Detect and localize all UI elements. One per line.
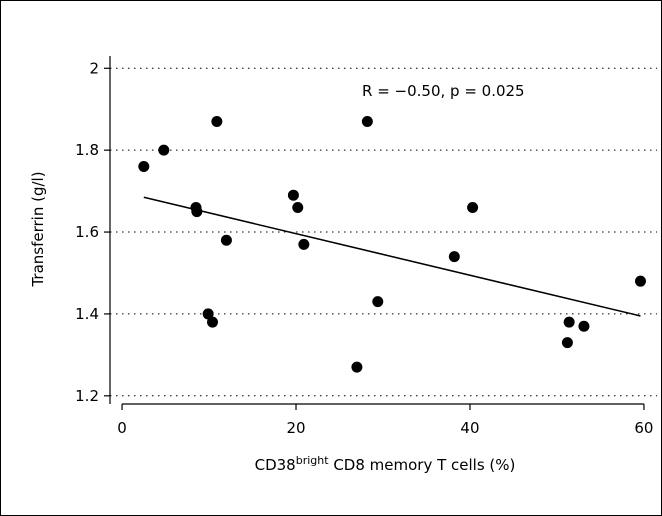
x-tick-label: 40: [460, 419, 479, 437]
gridlines: [110, 67, 657, 397]
data-point: [372, 296, 384, 308]
x-tick-label: 20: [286, 419, 305, 437]
x-axis-title-main: CD38: [255, 456, 296, 474]
ticks: 1.21.41.61.820 20 40 60: [75, 59, 653, 437]
x-axis-title: CD38bright CD8 memory T cells (%): [255, 454, 516, 474]
data-point: [448, 251, 460, 263]
data-point: [298, 238, 310, 250]
data-point: [202, 308, 214, 320]
y-tick-label: 1.4: [75, 305, 99, 323]
x-axis-title-rest: CD8 memory T cells (%): [329, 456, 516, 474]
regression-line-group: [143, 196, 641, 317]
axes: [109, 56, 644, 405]
data-point: [563, 316, 575, 328]
x-tick-label: 60: [634, 419, 653, 437]
data-point: [467, 201, 479, 213]
data-point: [292, 201, 304, 213]
data-point: [578, 320, 590, 332]
data-points: [138, 116, 646, 373]
y-axis-title: Transferrin (g/l): [29, 171, 47, 287]
y-tick-label: 1.8: [75, 141, 99, 159]
regression-line: [143, 196, 641, 317]
data-point: [220, 234, 232, 246]
data-point: [211, 116, 223, 128]
data-point: [561, 337, 573, 349]
data-point: [207, 316, 219, 328]
x-tick-label: 0: [117, 419, 127, 437]
y-tick-label: 1.6: [75, 223, 99, 241]
data-point: [361, 116, 373, 128]
data-point: [138, 161, 150, 173]
y-tick-label: 1.2: [75, 387, 99, 405]
data-point: [634, 275, 646, 287]
data-point: [191, 206, 203, 218]
y-tick-label: 2: [89, 59, 99, 77]
x-axis-title-superscript: bright: [296, 454, 330, 467]
data-point: [351, 361, 363, 373]
correlation-annotation: R = −0.50, p = 0.025: [362, 82, 525, 100]
data-point: [287, 189, 299, 201]
data-point: [158, 144, 170, 156]
